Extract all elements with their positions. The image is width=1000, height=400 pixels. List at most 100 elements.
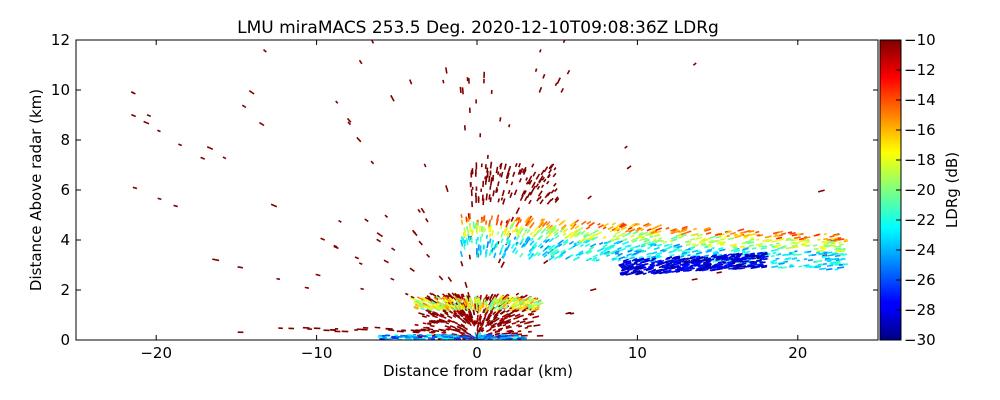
- data-point: [668, 243, 673, 246]
- data-point: [545, 224, 551, 229]
- data-point: [756, 256, 762, 260]
- data-point: [531, 307, 535, 310]
- data-point: [540, 175, 544, 179]
- data-point: [526, 191, 532, 199]
- data-point: [518, 297, 524, 302]
- data-point: [793, 238, 799, 242]
- data-point: [541, 250, 548, 257]
- data-point: [548, 225, 554, 231]
- data-point: [529, 301, 534, 304]
- data-point: [502, 252, 507, 259]
- data-point: [675, 265, 681, 269]
- data-point: [692, 242, 697, 246]
- data-point: [780, 232, 787, 236]
- data-point: [777, 238, 785, 242]
- data-point: [504, 320, 510, 324]
- data-point: [628, 228, 636, 233]
- data-point: [778, 230, 784, 234]
- data-point: [606, 254, 610, 257]
- data-point: [791, 251, 796, 254]
- data-point: [499, 221, 503, 226]
- data-point: [333, 244, 338, 248]
- data-point: [499, 298, 503, 304]
- data-point: [643, 238, 651, 243]
- data-point: [834, 254, 841, 258]
- data-point: [200, 156, 206, 160]
- data-point: [569, 254, 574, 258]
- data-point: [704, 258, 709, 262]
- data-point: [495, 166, 499, 174]
- data-point: [517, 305, 522, 310]
- data-point: [631, 270, 637, 274]
- data-point: [773, 248, 779, 252]
- data-point: [490, 293, 494, 298]
- data-point: [513, 303, 521, 308]
- data-point: [788, 265, 795, 268]
- data-point: [442, 299, 447, 304]
- data-point: [570, 231, 578, 237]
- data-point: [742, 246, 747, 249]
- data-point: [487, 334, 493, 338]
- data-point: [742, 258, 747, 261]
- data-point: [533, 300, 539, 304]
- data-point: [733, 255, 741, 259]
- data-point: [519, 320, 526, 324]
- data-point: [737, 262, 743, 265]
- data-point: [533, 324, 541, 327]
- data-point: [683, 259, 691, 263]
- data-point: [660, 239, 664, 243]
- data-point: [609, 243, 616, 248]
- data-point: [697, 264, 704, 267]
- data-point: [445, 303, 450, 307]
- data-point: [838, 241, 842, 244]
- data-point: [518, 225, 523, 232]
- data-point: [443, 296, 448, 301]
- data-point: [417, 304, 425, 309]
- data-point: [464, 314, 469, 319]
- data-point: [712, 254, 718, 257]
- data-point: [776, 236, 783, 240]
- data-point: [833, 261, 841, 265]
- data-point: [730, 254, 736, 258]
- data-point: [620, 232, 626, 236]
- data-point: [640, 235, 646, 239]
- data-point: [460, 214, 463, 219]
- data-point: [739, 266, 746, 270]
- data-point: [559, 251, 566, 257]
- data-point: [237, 266, 244, 269]
- data-point: [492, 190, 495, 197]
- data-point: [496, 215, 500, 222]
- data-point: [497, 258, 502, 264]
- data-point: [531, 242, 538, 248]
- data-point: [515, 292, 520, 296]
- data-point: [518, 218, 523, 223]
- data-point: [554, 82, 558, 87]
- data-point: [699, 239, 706, 243]
- data-point: [543, 253, 548, 258]
- data-point: [491, 229, 495, 237]
- data-point: [681, 263, 688, 267]
- data-point: [442, 79, 445, 84]
- data-point: [716, 257, 723, 261]
- data-point: [618, 262, 625, 267]
- data-point: [486, 333, 493, 337]
- data-point: [836, 249, 844, 252]
- data-point: [429, 324, 435, 328]
- data-point: [647, 246, 651, 250]
- data-point: [631, 222, 637, 227]
- data-point: [485, 175, 488, 182]
- data-point: [645, 268, 653, 272]
- data-point: [632, 251, 640, 256]
- data-point: [477, 326, 482, 333]
- data-point: [750, 261, 758, 265]
- data-point: [509, 223, 514, 230]
- data-point: [535, 183, 540, 188]
- data-point: [652, 239, 657, 243]
- data-point: [621, 242, 626, 246]
- data-point: [498, 173, 502, 177]
- data-point: [443, 308, 447, 312]
- data-point: [515, 207, 521, 215]
- data-point: [722, 257, 727, 260]
- data-point: [826, 264, 834, 267]
- data-point: [425, 326, 430, 329]
